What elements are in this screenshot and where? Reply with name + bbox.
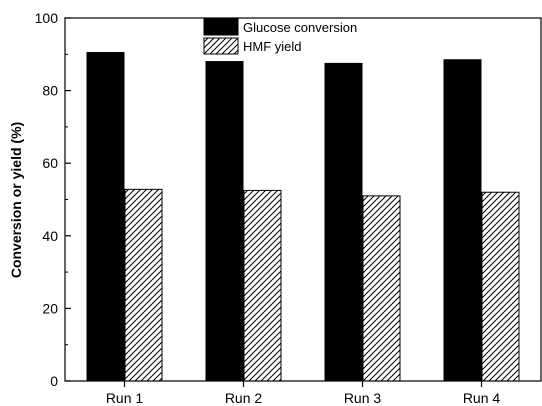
legend-label: HMF yield — [243, 39, 302, 54]
x-axis-ticks: Run 1 Run 2 Run 3 Run 4 — [106, 381, 501, 406]
y-tick-label: 40 — [42, 228, 58, 244]
x-tick-label: Run 1 — [106, 390, 144, 406]
glucose-conversion-bar-1 — [86, 51, 125, 382]
legend-swatch-hmf-yield — [203, 37, 239, 55]
y-tick-label: 80 — [42, 83, 58, 99]
legend-label: Glucose conversion — [243, 20, 357, 35]
hmf-yield-bar-2 — [243, 189, 282, 382]
y-tick-label: 20 — [42, 300, 58, 316]
hmf-yield-bar-3 — [362, 195, 401, 382]
glucose-conversion-bar-3 — [324, 62, 363, 382]
hmf-yield-bar-4 — [481, 191, 520, 382]
glucose-conversion-bar-2 — [205, 61, 244, 382]
y-axis-title: Conversion or yield (%) — [8, 122, 24, 278]
legend-swatch-glucose-conversion — [203, 18, 239, 36]
y-tick-label: 0 — [50, 373, 58, 389]
legend: Glucose conversion HMF yield — [203, 18, 357, 55]
x-tick-label: Run 2 — [225, 390, 263, 406]
glucose-conversion-bar-4 — [443, 59, 482, 382]
plot-frame — [64, 17, 542, 382]
hmf-yield-bar-1 — [124, 188, 163, 382]
y-tick-label: 60 — [42, 155, 58, 171]
x-tick-label: Run 3 — [344, 390, 382, 406]
x-tick-label: Run 4 — [463, 390, 501, 406]
bar-series — [86, 51, 520, 382]
y-tick-label: 100 — [35, 10, 59, 26]
